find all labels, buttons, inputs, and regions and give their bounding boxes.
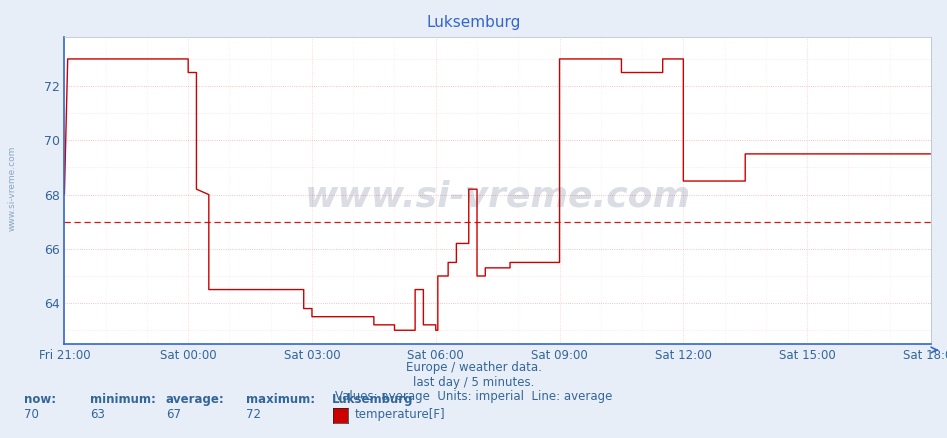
Text: 72: 72 — [246, 408, 261, 421]
Text: 67: 67 — [166, 408, 181, 421]
Text: www.si-vreme.com: www.si-vreme.com — [8, 146, 17, 231]
Text: Europe / weather data.: Europe / weather data. — [405, 361, 542, 374]
Text: minimum:: minimum: — [90, 393, 156, 406]
Text: last day / 5 minutes.: last day / 5 minutes. — [413, 376, 534, 389]
Text: 63: 63 — [90, 408, 105, 421]
Text: maximum:: maximum: — [246, 393, 315, 406]
Text: 70: 70 — [24, 408, 39, 421]
Text: Luksemburg: Luksemburg — [426, 15, 521, 30]
Text: temperature[F]: temperature[F] — [355, 408, 446, 421]
Text: now:: now: — [24, 393, 56, 406]
Text: Luksemburg: Luksemburg — [331, 393, 413, 406]
Text: www.si-vreme.com: www.si-vreme.com — [305, 180, 690, 214]
Text: average:: average: — [166, 393, 224, 406]
Text: Values: average  Units: imperial  Line: average: Values: average Units: imperial Line: av… — [335, 390, 612, 403]
